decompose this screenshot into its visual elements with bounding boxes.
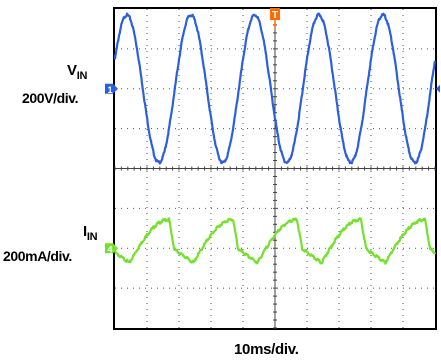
channel1-marker-shape — [105, 83, 118, 94]
iin-label-sub: IN — [86, 231, 98, 243]
graticule — [114, 8, 436, 329]
vin-scale-label: 200V/div. — [22, 90, 79, 106]
channel1-ground-marker: 1 — [105, 83, 118, 95]
vin-label: VIN — [67, 62, 87, 82]
channel1-right-marker — [436, 84, 440, 93]
vin-label-sub: IN — [76, 70, 88, 82]
iin-label-main: I — [83, 223, 87, 240]
channel4-ground-marker: 4 — [105, 243, 118, 254]
vin-label-main: V — [67, 62, 77, 79]
trigger-marker-text: T — [272, 10, 278, 21]
traces — [113, 12, 437, 265]
iin-label: IIN — [83, 223, 98, 243]
markers: T 1 4 — [105, 8, 440, 254]
trace-vin — [113, 12, 437, 165]
time-scale-label: 10ms/div. — [234, 341, 299, 358]
channel4-marker-shape — [105, 243, 118, 254]
trace-iin — [113, 217, 437, 265]
iin-scale-label: 200mA/div. — [3, 248, 72, 264]
channel4-marker-text: 4 — [107, 244, 112, 254]
channel1-marker-text: 1 — [107, 85, 112, 95]
trigger-marker: T — [270, 8, 280, 29]
trigger-marker-box — [270, 8, 280, 20]
